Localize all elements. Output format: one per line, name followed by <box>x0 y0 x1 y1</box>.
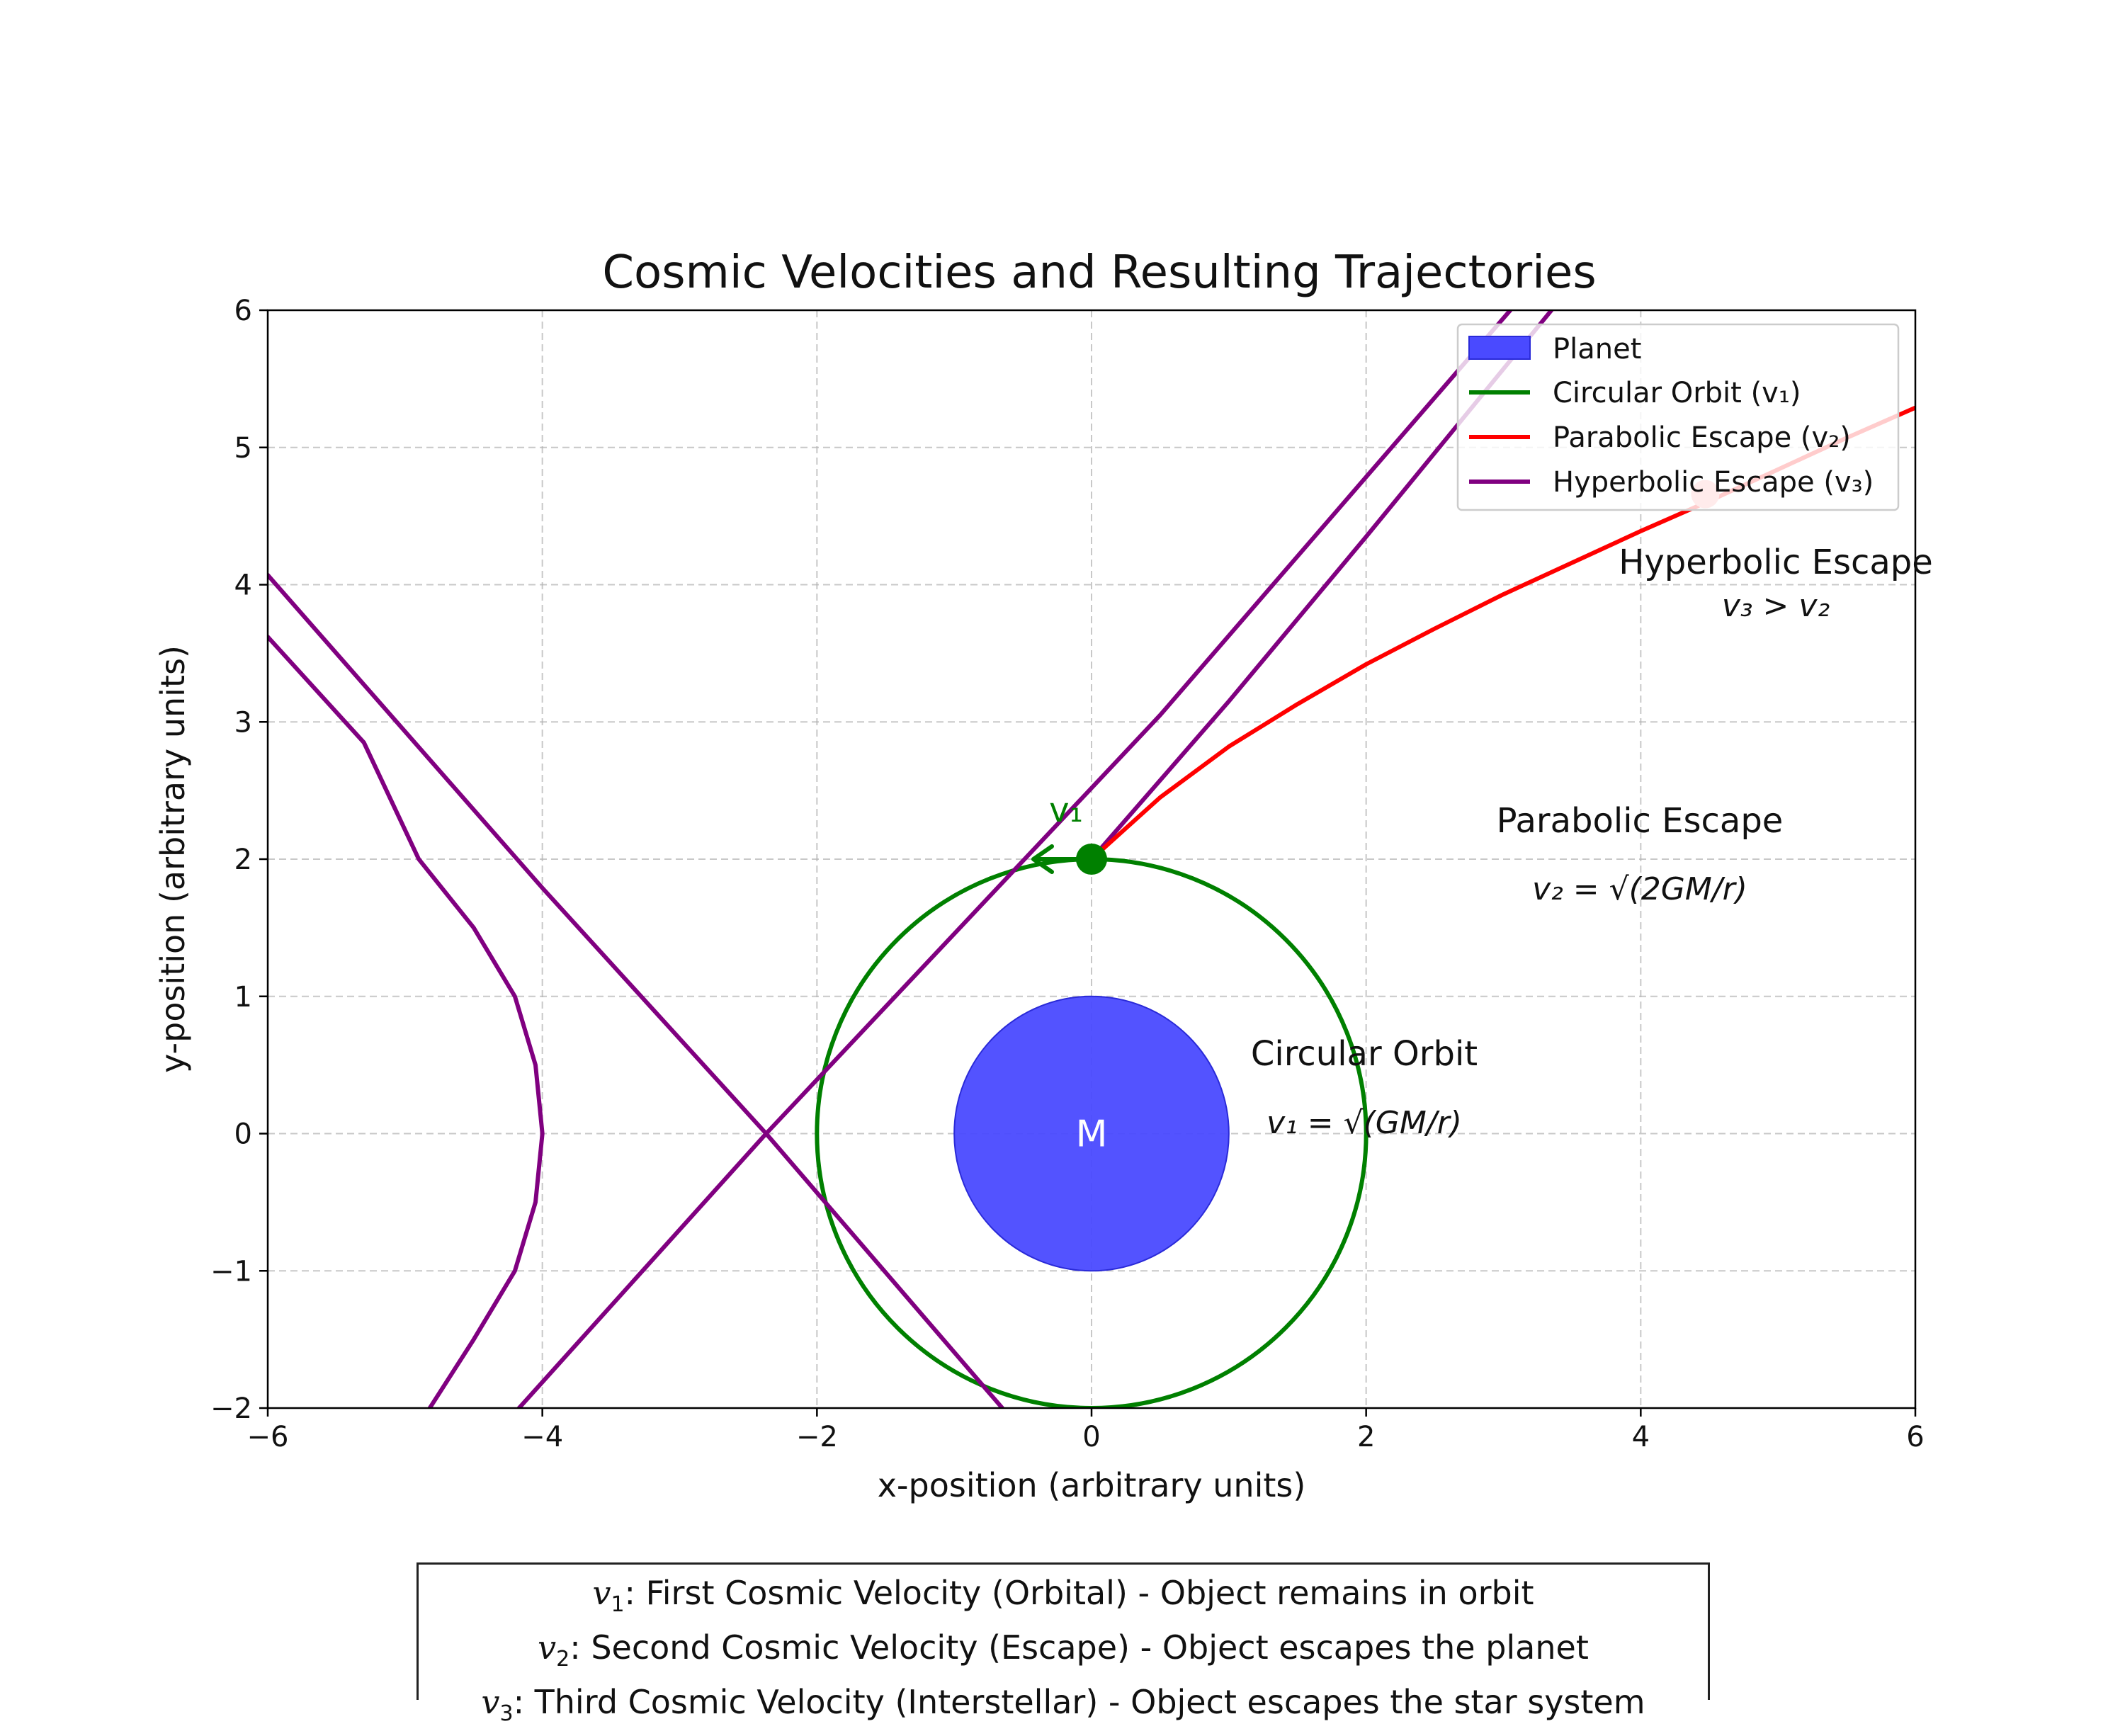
legend-planet-label: Planet <box>1553 333 1641 365</box>
y-tick-label: 2 <box>234 844 252 876</box>
annotation-parabolic-formula: v₂ = √(2GM/r) <box>1532 871 1747 907</box>
info-line-v3: v3: Third Cosmic Velocity (Interstellar)… <box>481 1683 1645 1727</box>
y-tick-label: 0 <box>234 1118 252 1151</box>
chart-figure: Cosmic Velocities and Resulting Trajecto… <box>154 246 1933 1504</box>
annotation-hyperbolic-formula: v₃ > v₂ <box>1722 588 1830 624</box>
legend-circular-label: Circular Orbit (v₁) <box>1553 377 1801 409</box>
launch-point <box>1076 844 1107 875</box>
legend-parabolic-label: Parabolic Escape (v₂) <box>1553 421 1851 454</box>
x-tick-label: 2 <box>1357 1421 1375 1453</box>
y-tick-label: 6 <box>234 295 252 327</box>
y-tick-label: −1 <box>210 1255 252 1288</box>
x-tick-label: 6 <box>1906 1421 1924 1453</box>
planet-disc <box>953 995 1230 1272</box>
y-axis-label: y-position (arbitrary units) <box>154 645 192 1073</box>
x-tick-label: −4 <box>521 1421 563 1453</box>
annotation-circular-title: Circular Orbit <box>1251 1034 1478 1074</box>
annotation-circular-formula: v₁ = √(GM/r) <box>1266 1105 1462 1141</box>
x-tick-label: −6 <box>247 1421 289 1453</box>
annotation-parabolic-title: Parabolic Escape <box>1497 801 1784 841</box>
info-line-v2: v2: Second Cosmic Velocity (Escape) - Ob… <box>538 1628 1589 1672</box>
y-tick-label: 1 <box>234 981 252 1014</box>
y-tick-label: 5 <box>234 432 252 465</box>
x-tick-label: 0 <box>1082 1421 1100 1453</box>
hyperbolic-escape-line-3 <box>516 310 1513 1408</box>
y-tick-label: 3 <box>234 706 252 739</box>
x-tick-label: −2 <box>796 1421 838 1453</box>
annotation-hyperbolic-title: Hyperbolic Escape <box>1619 543 1933 582</box>
info-line-v1: v1: First Cosmic Velocity (Orbital) - Ob… <box>592 1574 1534 1618</box>
legend-planet-swatch <box>1468 336 1531 360</box>
y-tick-label: 4 <box>234 569 252 602</box>
chart-title: Cosmic Velocities and Resulting Trajecto… <box>602 246 1596 299</box>
hyperbolic-escape-line-2 <box>268 572 1004 1408</box>
axis-ticks: −6 −4 −2 0 2 4 6 −2 −1 0 1 2 3 4 5 6 <box>210 295 1925 1453</box>
info-box: v1: First Cosmic Velocity (Orbital) - Ob… <box>416 1562 1710 1727</box>
y-tick-label: −2 <box>210 1392 252 1425</box>
planet-label: M <box>1076 1113 1108 1156</box>
velocity-arrow <box>1031 844 1081 874</box>
legend-hyperbolic-label: Hyperbolic Escape (v₃) <box>1553 466 1874 499</box>
legend-box <box>1456 323 1900 511</box>
x-tick-label: 4 <box>1632 1421 1650 1453</box>
x-axis-label: x-position (arbitrary units) <box>878 1466 1306 1504</box>
annotation-v1-label: v₁ <box>1049 790 1083 830</box>
legend: Planet Circular Orbit (v₁) Parabolic Esc… <box>1456 323 1900 511</box>
hyperbolic-escape-line-1 <box>268 635 545 1408</box>
